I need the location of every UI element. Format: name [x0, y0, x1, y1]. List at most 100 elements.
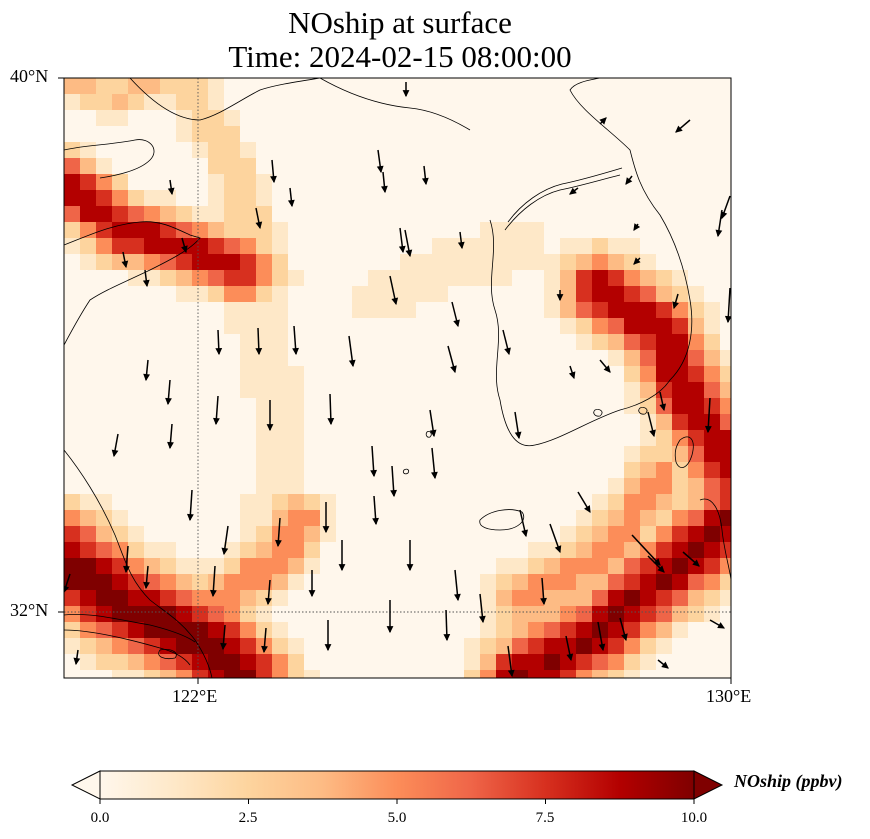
field-cell [720, 606, 731, 623]
field-cell [320, 206, 337, 223]
field-cell [320, 158, 337, 175]
field-cell [592, 78, 609, 95]
field-cell [512, 462, 529, 479]
field-cell [592, 494, 609, 511]
field-cell [544, 222, 561, 239]
field-cell [96, 190, 113, 207]
field-cell [688, 174, 705, 191]
field-cell [176, 158, 193, 175]
field-cell [352, 254, 369, 271]
field-cell [80, 670, 97, 678]
field-cell [464, 350, 481, 367]
field-cell [528, 286, 545, 303]
field-cell [192, 430, 209, 447]
field-cell [176, 94, 193, 111]
field-cell [240, 334, 257, 351]
field-cell [288, 254, 305, 271]
field-cell [368, 174, 385, 191]
field-cell [592, 590, 609, 607]
field-cell [688, 398, 705, 415]
field-cell [336, 222, 353, 239]
field-cell [720, 414, 731, 431]
field-cell [160, 366, 177, 383]
field-cell [704, 158, 721, 175]
field-cell [464, 462, 481, 479]
field-cell [432, 494, 449, 511]
field-cell [560, 222, 577, 239]
field-cell [688, 270, 705, 287]
field-cell [416, 222, 433, 239]
field-cell [416, 590, 433, 607]
field-cell [608, 142, 625, 159]
field-cell [560, 398, 577, 415]
field-cell [720, 478, 731, 495]
field-cell [208, 654, 225, 671]
colorbar-max-extend [693, 770, 724, 800]
field-cell [688, 590, 705, 607]
field-cell [464, 638, 481, 655]
field-cell [576, 590, 593, 607]
field-cell [208, 142, 225, 159]
field-cell [192, 478, 209, 495]
field-cell [528, 526, 545, 543]
field-cell [496, 302, 513, 319]
field-cell [320, 478, 337, 495]
field-cell [608, 238, 625, 255]
field-cell [608, 654, 625, 671]
field-cell [208, 302, 225, 319]
field-cell [64, 510, 81, 527]
field-cell [496, 286, 513, 303]
field-cell [672, 558, 689, 575]
field-cell [208, 430, 225, 447]
wind-arrow-head [372, 517, 379, 526]
field-cell [160, 126, 177, 143]
field-cell [448, 670, 465, 678]
field-cell [640, 590, 657, 607]
field-cell [304, 302, 321, 319]
field-cell [672, 254, 689, 271]
field-cell [80, 382, 97, 399]
field-cell [176, 110, 193, 127]
wind-arrow-head [457, 241, 465, 250]
field-cell [64, 78, 81, 95]
field-cell [720, 126, 731, 143]
field-cell [224, 190, 241, 207]
field-cell [96, 302, 113, 319]
field-cell [432, 574, 449, 591]
wind-arrow-head [255, 347, 263, 356]
field-cell [80, 510, 97, 527]
field-cell [528, 350, 545, 367]
field-cell [496, 430, 513, 447]
field-cell [224, 670, 241, 678]
field-cell [224, 654, 241, 671]
wind-arrow-head [625, 177, 633, 185]
field-cell [304, 286, 321, 303]
field-cell [576, 302, 593, 319]
field-cell [704, 286, 721, 303]
field-cell [80, 158, 97, 175]
field-cell [528, 510, 545, 527]
field-cell [656, 590, 673, 607]
field-cell [480, 158, 497, 175]
field-cell [128, 350, 145, 367]
field-cell [432, 478, 449, 495]
field-cell [192, 574, 209, 591]
field-cell [672, 462, 689, 479]
field-cell [128, 174, 145, 191]
field-cell [640, 542, 657, 559]
field-cell [336, 126, 353, 143]
field-cell [608, 110, 625, 127]
field-cell [560, 174, 577, 191]
field-cell [544, 558, 561, 575]
field-cell [64, 398, 81, 415]
field-cell [160, 222, 177, 239]
field-cell [672, 654, 689, 671]
field-cell [656, 270, 673, 287]
field-cell [224, 78, 241, 95]
field-cell [464, 158, 481, 175]
field-cell [688, 638, 705, 655]
field-cell [656, 238, 673, 255]
field-cell [160, 94, 177, 111]
field-cell [576, 638, 593, 655]
field-cell [128, 254, 145, 271]
